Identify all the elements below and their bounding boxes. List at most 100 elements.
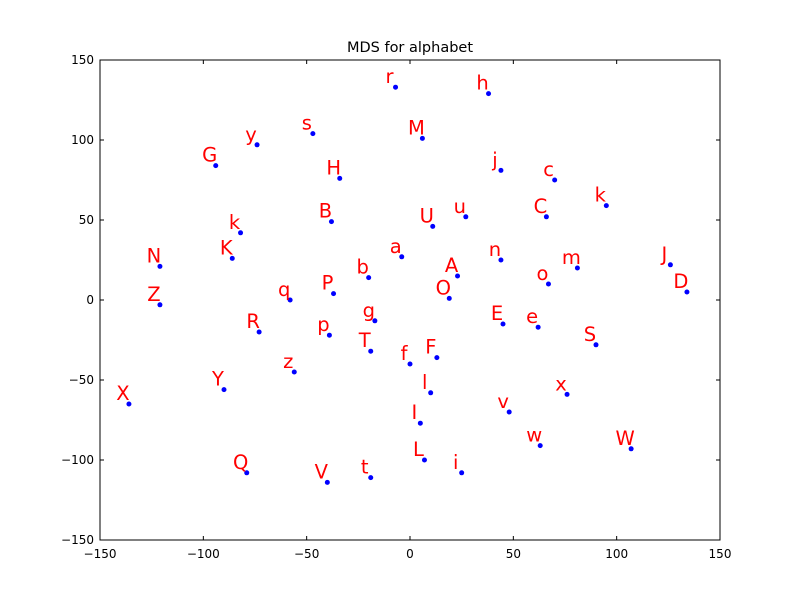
data-point	[291, 369, 297, 375]
point-label: u	[454, 195, 466, 218]
point-label: P	[322, 272, 334, 295]
data-point	[419, 135, 425, 141]
point-label: J	[660, 243, 668, 266]
data-point	[455, 273, 461, 279]
data-point	[328, 219, 334, 225]
point-label: f	[401, 342, 409, 365]
point-label: K	[220, 236, 234, 259]
point-label: q	[278, 278, 290, 301]
y-tick-label: −50	[69, 373, 94, 387]
point-label: j	[491, 148, 497, 171]
point-label: W	[615, 427, 634, 450]
point-label: C	[534, 195, 548, 218]
data-point	[434, 355, 440, 361]
data-point	[667, 262, 673, 268]
data-point	[331, 291, 337, 297]
point-label: T	[358, 329, 371, 352]
point-label: y	[245, 123, 257, 146]
point-label: H	[326, 156, 341, 179]
y-tick-label: 150	[71, 53, 94, 67]
data-point	[368, 348, 374, 354]
point-label: R	[246, 310, 260, 333]
data-point	[399, 254, 405, 260]
point-label: w	[526, 424, 542, 447]
point-label: D	[673, 270, 688, 293]
data-point	[326, 332, 332, 338]
point-label: a	[390, 235, 402, 258]
data-point	[486, 91, 492, 97]
data-point	[498, 167, 504, 173]
point-label: m	[562, 246, 581, 269]
ticks-layer: −150 −100 −50 0 50 100 150 −150 −100 −50 0 50 100 150	[61, 53, 731, 561]
point-label: b	[356, 256, 368, 279]
x-tick-label: −50	[294, 547, 319, 561]
data-point	[545, 281, 551, 287]
data-point	[310, 131, 316, 137]
data-point	[372, 318, 378, 324]
point-label: M	[408, 116, 425, 139]
point-label: s	[302, 112, 312, 135]
data-point	[684, 289, 690, 295]
point-label: F	[425, 336, 436, 359]
point-label: z	[283, 350, 293, 373]
point-label: I	[411, 401, 417, 424]
x-tick-label: 100	[605, 547, 628, 561]
data-point	[221, 387, 227, 393]
point-label: G	[202, 144, 217, 167]
point-label: B	[319, 200, 332, 223]
chart-title: MDS for alphabet	[347, 40, 473, 56]
data-point	[593, 342, 599, 348]
y-tick-label: −150	[61, 533, 94, 547]
point-label: O	[436, 276, 451, 299]
point-label: X	[116, 382, 129, 405]
data-point	[229, 255, 235, 261]
data-point	[459, 470, 465, 476]
data-point	[213, 163, 219, 169]
point-label: h	[476, 72, 488, 95]
point-label: A	[445, 254, 459, 277]
data-point	[287, 297, 293, 303]
y-tick-label: 0	[86, 293, 94, 307]
point-label: Z	[147, 283, 160, 306]
data-point	[543, 214, 549, 220]
data-point	[574, 265, 580, 271]
point-label: N	[147, 244, 162, 267]
point-label: k	[229, 211, 241, 234]
point-label: t	[361, 456, 369, 479]
data-point	[244, 470, 250, 476]
data-point	[126, 401, 132, 407]
point-label: i	[453, 451, 458, 474]
data-point	[498, 257, 504, 263]
data-point	[552, 177, 558, 183]
data-point	[506, 409, 512, 415]
point-label: Q	[233, 451, 248, 474]
data-point	[500, 321, 506, 327]
point-label: l	[422, 371, 427, 394]
data-point	[337, 175, 343, 181]
point-label: g	[363, 299, 375, 322]
data-point	[535, 324, 541, 330]
point-label: c	[543, 158, 554, 181]
data-point	[417, 420, 423, 426]
x-tick-label: 50	[506, 547, 521, 561]
point-label: v	[497, 390, 509, 413]
data-point	[628, 446, 634, 452]
point-label: L	[413, 438, 424, 461]
point-label: r	[386, 65, 395, 88]
point-label: n	[489, 238, 501, 261]
point-label: k	[595, 184, 607, 207]
data-point	[368, 475, 374, 481]
y-tick-label: −100	[61, 453, 94, 467]
data-point	[564, 391, 570, 397]
data-point	[463, 214, 469, 220]
data-point	[157, 302, 163, 308]
point-label: E	[491, 302, 503, 325]
point-label: Y	[211, 368, 224, 391]
point-label: U	[420, 204, 434, 227]
y-tick-label: 50	[79, 213, 94, 227]
data-point	[324, 479, 330, 485]
data-point	[537, 443, 543, 449]
x-tick-label: −100	[187, 547, 220, 561]
data-point	[603, 203, 609, 209]
